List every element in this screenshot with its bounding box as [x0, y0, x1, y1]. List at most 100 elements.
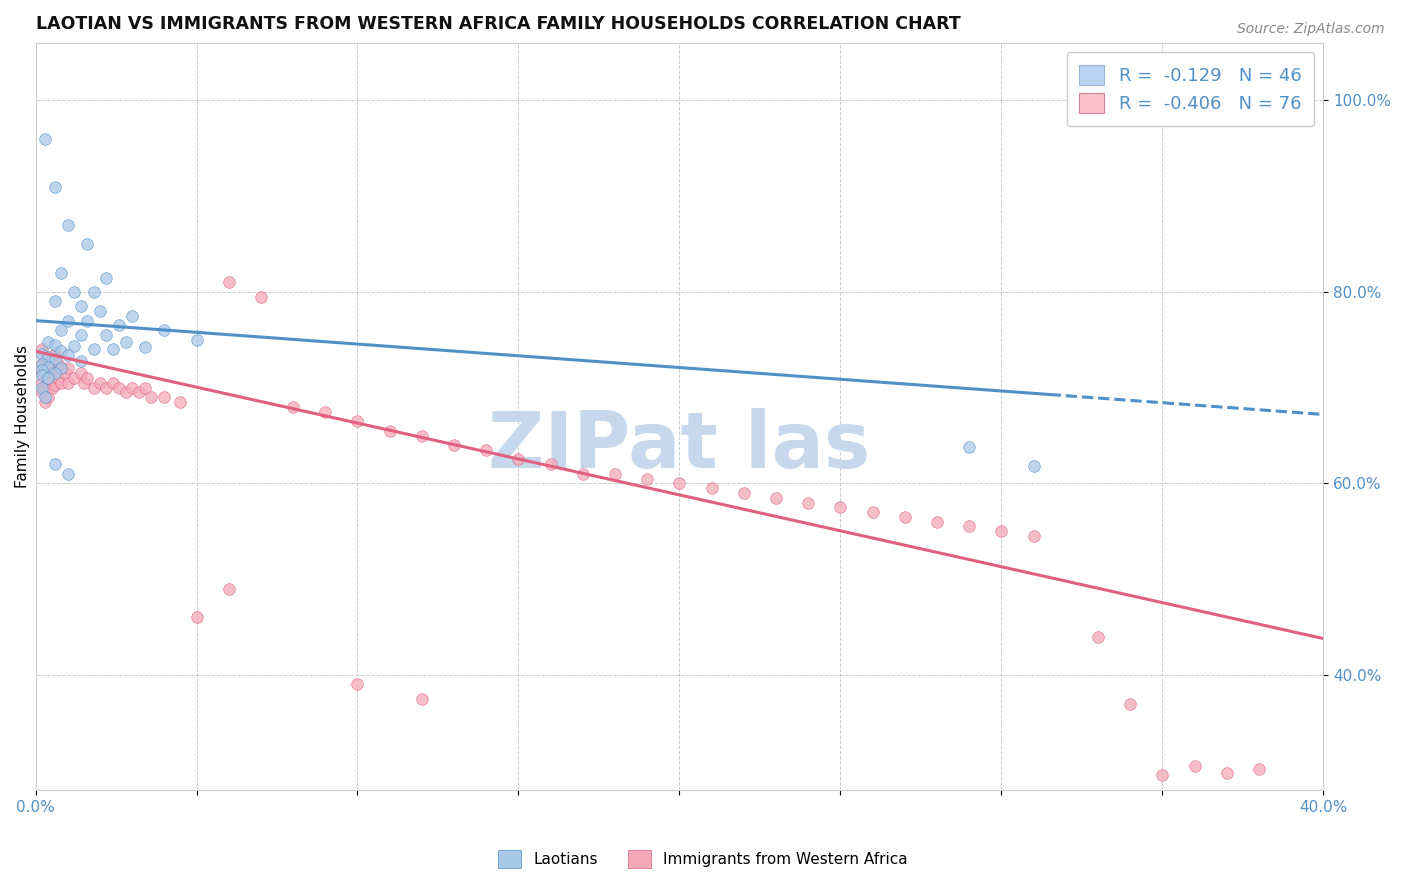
Point [69, 328, 91, 343]
Point [314, 404, 336, 418]
Point [957, 440, 980, 454]
Point [1247, 762, 1270, 776]
Point [73, 376, 96, 390]
Point [1087, 630, 1109, 644]
Point [1022, 529, 1045, 543]
Point [733, 486, 755, 500]
Point [56, 348, 79, 362]
Point [96, 381, 118, 395]
Point [34, 351, 56, 366]
Point [990, 524, 1012, 539]
Point [186, 333, 208, 347]
Point [31, 347, 53, 361]
Point [797, 495, 820, 509]
Point [114, 385, 136, 400]
Point [37, 376, 59, 390]
Point [668, 476, 690, 491]
Point [44, 337, 66, 351]
Point [830, 500, 852, 515]
Point [121, 309, 143, 323]
Point [31, 357, 53, 371]
Point [56, 313, 79, 327]
Point [44, 179, 66, 194]
Point [34, 381, 56, 395]
Point [700, 481, 723, 495]
Point [101, 376, 124, 390]
Point [443, 438, 465, 452]
Point [51, 361, 73, 376]
Legend: R =  -0.129   N = 46, R =  -0.406   N = 76: R = -0.129 N = 46, R = -0.406 N = 76 [1067, 52, 1315, 126]
Legend: Laotians, Immigrants from Western Africa: Laotians, Immigrants from Western Africa [491, 843, 915, 875]
Y-axis label: Family Households: Family Households [15, 345, 30, 488]
Point [169, 395, 191, 409]
Point [250, 290, 273, 304]
Point [51, 361, 73, 376]
Point [76, 313, 98, 327]
Point [34, 390, 56, 404]
Point [51, 266, 73, 280]
Point [31, 343, 53, 357]
Point [1152, 768, 1174, 782]
Point [83, 343, 105, 357]
Point [51, 323, 73, 337]
Point [44, 351, 66, 366]
Point [37, 359, 59, 374]
Point [34, 131, 56, 145]
Point [218, 582, 240, 596]
Point [41, 366, 63, 380]
Point [44, 366, 66, 380]
Point [1184, 759, 1206, 773]
Point [56, 218, 79, 232]
Text: LAOTIAN VS IMMIGRANTS FROM WESTERN AFRICA FAMILY HOUSEHOLDS CORRELATION CHART: LAOTIAN VS IMMIGRANTS FROM WESTERN AFRIC… [35, 15, 960, 33]
Point [636, 472, 658, 486]
Point [540, 457, 562, 471]
Point [186, 610, 208, 624]
Point [31, 357, 53, 371]
Point [44, 377, 66, 392]
Point [44, 457, 66, 471]
Point [1022, 459, 1045, 474]
Point [31, 385, 53, 400]
Point [141, 390, 163, 404]
Point [894, 510, 917, 524]
Point [508, 452, 530, 467]
Point [96, 270, 118, 285]
Point [475, 442, 498, 457]
Point [378, 424, 401, 438]
Point [153, 390, 176, 404]
Text: ZIPat las: ZIPat las [488, 409, 870, 484]
Point [76, 371, 98, 385]
Point [31, 366, 53, 380]
Point [121, 381, 143, 395]
Point [134, 340, 156, 354]
Point [63, 371, 86, 385]
Point [34, 395, 56, 409]
Point [765, 491, 787, 505]
Point [346, 677, 368, 691]
Point [34, 366, 56, 380]
Point [83, 285, 105, 299]
Point [31, 363, 53, 377]
Point [46, 357, 69, 371]
Point [37, 390, 59, 404]
Point [69, 354, 91, 368]
Point [44, 294, 66, 309]
Point [108, 381, 131, 395]
Point [56, 467, 79, 481]
Point [89, 304, 111, 318]
Point [37, 361, 59, 376]
Point [44, 363, 66, 377]
Point [89, 376, 111, 390]
Point [411, 428, 433, 442]
Point [603, 467, 626, 481]
Point [51, 344, 73, 359]
Point [37, 350, 59, 364]
Point [69, 366, 91, 380]
Point [63, 285, 86, 299]
Point [925, 515, 948, 529]
Point [957, 519, 980, 533]
Point [46, 371, 69, 385]
Point [153, 323, 176, 337]
Point [96, 328, 118, 343]
Point [37, 371, 59, 385]
